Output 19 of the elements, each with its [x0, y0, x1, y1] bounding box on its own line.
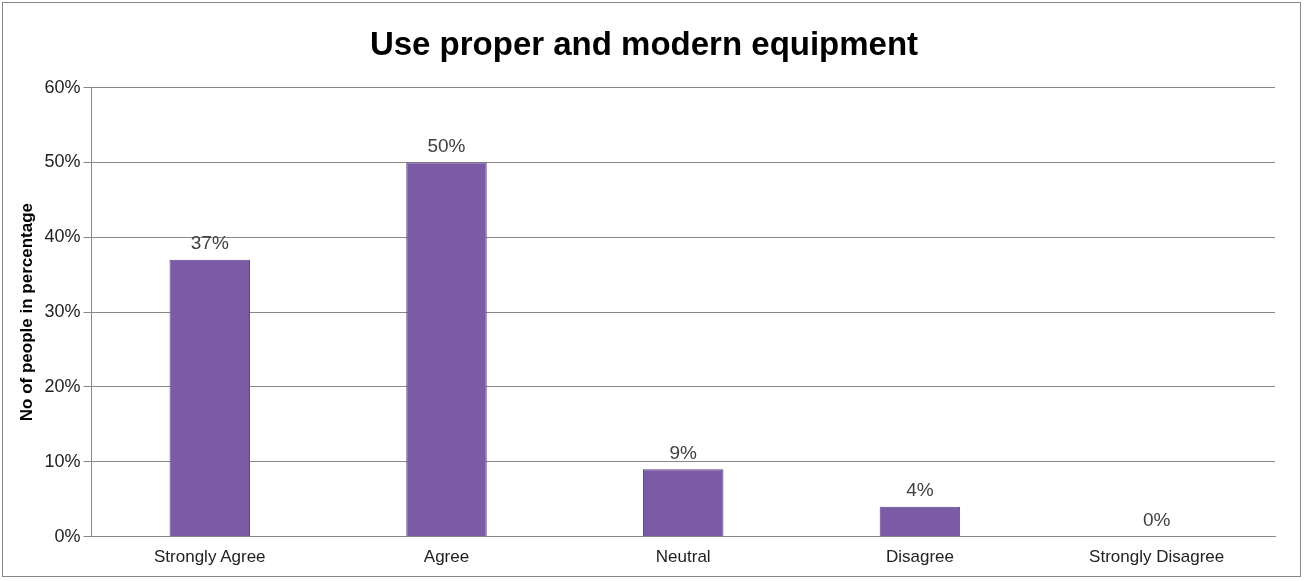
x-tick-label: Strongly Agree: [154, 547, 266, 567]
chart-title: Use proper and modern equipment: [369, 24, 919, 62]
y-axis-title: No of people in percentage: [16, 203, 36, 422]
x-tick-label: Disagree: [885, 547, 954, 567]
y-tick-label: 40%: [44, 226, 81, 247]
x-tick-label: Agree: [423, 547, 470, 567]
y-tick-label: 0%: [54, 525, 81, 546]
y-tick-label: 30%: [44, 301, 81, 322]
x-tick-label: Strongly Disagree: [1089, 547, 1225, 567]
data-label: 4%: [906, 479, 934, 501]
y-tick-label: 10%: [44, 450, 81, 471]
data-label: 0%: [1142, 509, 1171, 531]
x-tick-label: Neutral: [655, 547, 711, 567]
data-label: 9%: [669, 441, 698, 463]
data-label: 37%: [190, 232, 229, 254]
y-tick-label: 50%: [44, 151, 81, 172]
y-tick-label: 60%: [44, 76, 81, 97]
data-label: 50%: [427, 135, 466, 157]
y-tick-label: 20%: [44, 375, 81, 396]
